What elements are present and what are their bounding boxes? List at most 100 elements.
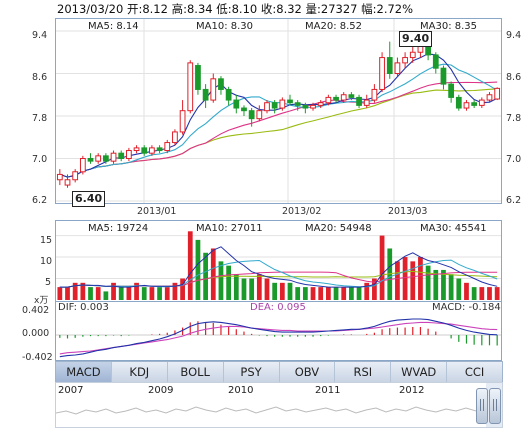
- tab-cci[interactable]: CCI: [464, 365, 485, 379]
- volume-bar: [57, 287, 63, 300]
- volume-bar: [494, 287, 500, 300]
- volume-bar: [272, 282, 278, 300]
- tab-kdj[interactable]: KDJ: [112, 362, 168, 382]
- tab-rsi[interactable]: RSI: [335, 362, 392, 382]
- volume-bar: [456, 278, 462, 300]
- candle-body: [195, 65, 201, 90]
- volume-bar: [279, 282, 285, 300]
- volume-bar: [379, 235, 385, 300]
- volume-bar: [226, 265, 232, 300]
- candle-body: [141, 147, 148, 154]
- candle-body: [340, 94, 347, 101]
- tab-boll[interactable]: BOLL: [168, 362, 224, 382]
- dea-legend: DEA: 0.095: [250, 302, 306, 313]
- volume-bar: [325, 287, 331, 300]
- header-close: 收:8.32: [260, 2, 302, 16]
- candle-body: [56, 173, 63, 181]
- candle-body: [256, 110, 263, 120]
- nav-year: 2012: [399, 385, 425, 396]
- price-axis-label: 7.8: [32, 113, 48, 124]
- candle-body: [210, 78, 217, 101]
- candle-body: [317, 102, 324, 106]
- price-axis-label: 6.2: [32, 195, 48, 206]
- candle-body: [172, 131, 178, 144]
- low-price-annotation: 6.40: [72, 191, 106, 207]
- candle-body: [241, 107, 247, 112]
- candle-body: [463, 102, 470, 109]
- tab-obv[interactable]: OBV: [280, 362, 336, 382]
- volume-bar: [356, 287, 362, 300]
- volume-bar: [425, 265, 431, 300]
- volume-bar: [418, 257, 423, 300]
- candle-body: [494, 87, 501, 100]
- macd-chart-panel[interactable]: [55, 301, 502, 361]
- volume-bar: [203, 252, 208, 300]
- macd-value-legend: MACD: -0.184: [432, 302, 501, 313]
- price-axis-label-right: 9.4: [506, 30, 522, 41]
- candle-body: [402, 57, 408, 64]
- candle-body: [432, 54, 439, 69]
- volume-bar: [287, 282, 293, 300]
- volume-bar: [149, 287, 155, 300]
- volume-chart: [56, 231, 501, 300]
- date-tick: 2013/03: [388, 206, 428, 217]
- price-axis-label-right: 7.0: [506, 154, 522, 165]
- candle-body: [448, 83, 455, 98]
- volume-ma5-line: [59, 246, 498, 288]
- candle-body: [279, 99, 286, 109]
- candle-body: [333, 96, 339, 101]
- candle-body: [325, 96, 332, 104]
- header-date: 2013/03/20: [57, 2, 124, 16]
- candle-body: [471, 102, 478, 106]
- candle-body: [133, 147, 140, 152]
- volume-bar: [126, 287, 132, 300]
- volume-bar: [487, 287, 492, 300]
- volume-bar: [134, 282, 139, 300]
- candle-body: [486, 94, 493, 101]
- candle-body: [440, 67, 447, 85]
- range-handle-left[interactable]: [476, 388, 488, 424]
- ma5-legend: MA5: 8.14: [88, 21, 139, 32]
- price-axis-label-right: 7.8: [506, 113, 522, 124]
- candle-body: [164, 142, 171, 152]
- volume-bar: [402, 257, 408, 300]
- date-tick: 2013/02: [282, 206, 322, 217]
- volume-bar: [387, 248, 393, 300]
- volume-bar: [103, 291, 109, 300]
- nav-year: 2009: [148, 385, 174, 396]
- volume-bar: [111, 282, 116, 300]
- stock-header: 2013/03/20 开:8.12 高:8.34 低:8.10 收:8.32 量…: [57, 1, 413, 17]
- volume-axis-label: 10: [40, 256, 53, 267]
- candle-body: [64, 179, 71, 186]
- timeline-navigator[interactable]: 2007 2009 2010 2011 2012: [55, 382, 503, 428]
- header-change: 幅:2.72%: [361, 2, 414, 16]
- volume-bar: [364, 282, 370, 300]
- candle-body: [72, 171, 79, 181]
- tab-wvad[interactable]: WVAD: [391, 362, 448, 382]
- range-handle-right[interactable]: [489, 388, 501, 424]
- candle-body: [310, 104, 316, 109]
- nav-year: 2010: [228, 385, 254, 396]
- candle-body: [264, 102, 270, 112]
- volume-bar: [233, 274, 239, 300]
- price-axis-label: 7.0: [32, 154, 48, 165]
- tab-psy[interactable]: PSY: [224, 362, 280, 382]
- volume-bar: [241, 278, 247, 300]
- candle-body: [394, 62, 401, 74]
- candle-body: [348, 94, 355, 98]
- ma30-legend: MA30: 8.35: [420, 21, 478, 32]
- tab-macd[interactable]: MACD: [56, 362, 112, 382]
- volume-axis-label: 5: [45, 277, 52, 288]
- volume-bar: [172, 282, 178, 300]
- volume-bar: [210, 248, 216, 300]
- candle-body: [156, 147, 163, 152]
- volume-chart-panel[interactable]: [55, 220, 502, 302]
- candle-body: [386, 57, 393, 74]
- volume-bar: [72, 282, 78, 300]
- price-axis-label-right: 8.6: [506, 72, 522, 83]
- price-ma10-line: [59, 63, 498, 178]
- price-chart-panel[interactable]: [55, 18, 502, 204]
- volume-bar: [395, 261, 400, 300]
- candle-body: [478, 99, 485, 106]
- volume-bar: [157, 287, 162, 300]
